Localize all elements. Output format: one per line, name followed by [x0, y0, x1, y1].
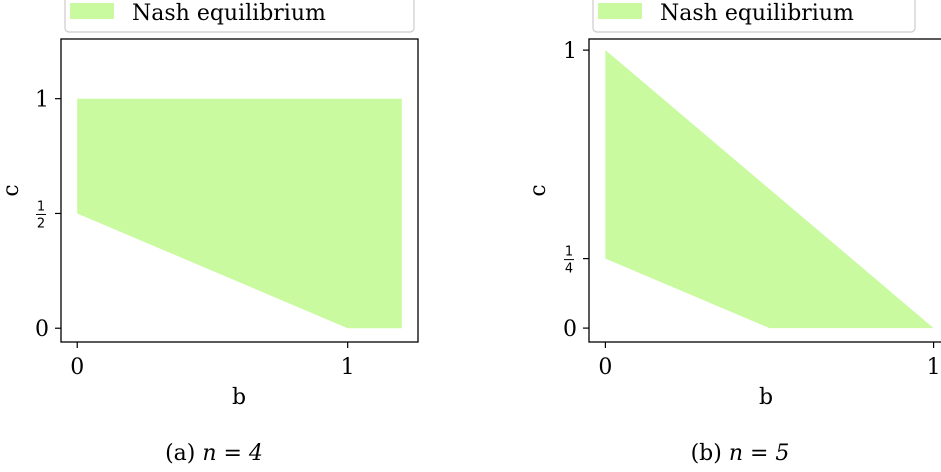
x-tick-label: 1: [927, 355, 941, 380]
legend-label: Nash equilibrium: [132, 1, 326, 26]
y-tick-label-denominator: 2: [37, 216, 45, 231]
legend: Nash equilibrium: [592, 0, 916, 33]
y-axis-label: c: [0, 184, 24, 196]
y-tick-label: 1: [35, 88, 49, 113]
nash-region-1-1: [77, 98, 402, 329]
plot-frame: [588, 38, 941, 343]
plot-frame: [60, 38, 419, 343]
legend-box: [64, 0, 415, 33]
legend-swatch: [70, 3, 114, 19]
y-tick-label: 0: [563, 317, 577, 342]
panel-caption: (a) n = 4: [165, 441, 263, 466]
y-tick-label: 0: [35, 317, 49, 342]
x-tick-label: 1: [341, 355, 355, 380]
panel-caption: (b) n = 5: [691, 441, 790, 466]
legend: Nash equilibrium: [64, 0, 415, 33]
chart-panel-1: 0 1 0 1 2 1 b c Nash equilibrium (a) n = 4: [0, 0, 419, 466]
y-tick-label-denominator: 4: [565, 262, 573, 277]
caption-math: n = 5: [729, 441, 790, 466]
legend-label: Nash equilibrium: [660, 1, 854, 26]
x-axis-label: b: [232, 385, 246, 410]
y-tick-label: 1: [563, 39, 577, 64]
x-tick-label: 0: [70, 355, 84, 380]
y-tick-label-numerator: 1: [565, 245, 573, 260]
caption-prefix: (a): [165, 441, 202, 466]
x-tick-label: 0: [598, 355, 612, 380]
nash-region-2-1: [605, 50, 934, 329]
caption-prefix: (b): [691, 441, 729, 466]
legend-swatch: [598, 3, 642, 19]
y-tick-label-numerator: 1: [37, 199, 45, 214]
chart-panel-2: 0 1 0 1 4 1 b c Nash equilibrium (b) n = 5: [526, 0, 941, 466]
legend-box: [592, 0, 916, 33]
x-axis-label: b: [759, 385, 773, 410]
caption-math: n = 4: [202, 441, 263, 466]
y-axis-label: c: [526, 184, 551, 196]
